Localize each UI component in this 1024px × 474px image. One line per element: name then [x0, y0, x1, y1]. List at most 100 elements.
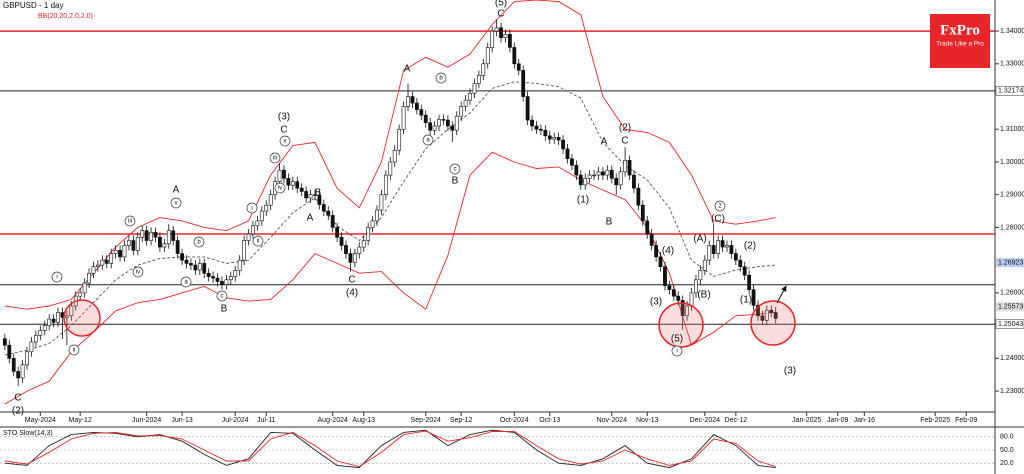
candle-body: [627, 160, 632, 176]
x-tick-label: Dec-12: [725, 417, 748, 424]
candle-body: [614, 178, 619, 186]
candle-body: [605, 169, 610, 176]
x-tick-label: Jan-2025: [792, 417, 821, 424]
candle-body: [450, 125, 455, 131]
candle-body: [685, 305, 690, 317]
candle-body: [441, 119, 446, 121]
wave-circle: [216, 290, 228, 302]
wave-label: (4): [662, 246, 674, 257]
candle-body: [220, 281, 224, 286]
candle-body: [38, 330, 43, 336]
candle-body: [104, 259, 109, 264]
overlay: (2)CiiiiiiivvAabcBiiiiiiivv(3)CBAC(4)Aba…: [12, 0, 796, 417]
wave-label: B: [315, 188, 322, 199]
wave-label: c: [221, 294, 224, 300]
wave-label: iv: [136, 270, 140, 276]
wave-label: (3): [784, 366, 796, 377]
candle-body: [282, 169, 286, 179]
candle-body: [383, 174, 388, 196]
wave-label: C: [280, 125, 287, 136]
candle-body: [472, 83, 477, 94]
candle-body: [583, 178, 588, 186]
candle-body: [348, 253, 353, 263]
x-tick-label: May-12: [69, 417, 92, 424]
candle-body: [499, 27, 503, 38]
x-tick-label: Feb-09: [955, 417, 977, 424]
candle-body: [459, 106, 464, 117]
x-tick-label: Jul-2024: [222, 417, 249, 424]
candle-body: [423, 114, 428, 124]
candle-body: [503, 34, 508, 38]
x-tick-label: Aug-13: [352, 417, 375, 424]
candle-body: [264, 204, 269, 212]
candle-body: [268, 194, 273, 206]
price-marker: [996, 302, 1024, 312]
candle-body: [370, 220, 375, 228]
candle-body: [481, 63, 486, 76]
wave-label: iii: [128, 219, 132, 225]
y-tick-label: 1.26000: [1000, 290, 1024, 297]
candle-body: [109, 253, 114, 264]
y-tick-label: 1.30000: [1000, 159, 1024, 166]
candle-body: [689, 292, 694, 307]
candle-body: [645, 220, 650, 235]
candle-body: [64, 315, 69, 318]
wave-label: (B): [697, 290, 710, 301]
wave-label: c: [454, 167, 457, 173]
candle-body: [308, 194, 313, 199]
candle-body: [494, 27, 499, 32]
candle-body: [82, 282, 87, 294]
candle-body: [78, 292, 83, 297]
wave-label: C: [14, 393, 21, 404]
candle-body: [277, 169, 282, 182]
projection-arrow: [776, 285, 787, 304]
y-tick-label: 50.0: [1000, 447, 1014, 454]
wave-label: B: [221, 304, 228, 315]
candle-body: [175, 240, 180, 254]
candle-body: [11, 358, 16, 372]
candle-body: [742, 266, 747, 276]
price-marker: [996, 258, 1024, 268]
x-tick-label: Sep-12: [450, 417, 473, 424]
candle-body: [113, 250, 118, 254]
x-tick-label: Jul-11: [257, 417, 276, 424]
candle-body: [547, 135, 552, 140]
wave-label: iv: [278, 186, 282, 192]
wave-label: B: [606, 217, 613, 228]
candle-body: [508, 34, 512, 48]
candle-body: [344, 245, 348, 254]
highlight-circle: [63, 299, 101, 337]
wave-circle: [422, 134, 434, 146]
candle-body: [259, 210, 264, 222]
wave-circle: [132, 266, 144, 278]
bollinger-upper: [4, 0, 776, 310]
candle-body: [587, 174, 592, 179]
candle-body: [716, 240, 721, 254]
candle-body: [534, 125, 539, 130]
candle-body: [251, 225, 255, 235]
candle-body: [565, 148, 570, 160]
candle-body: [335, 227, 340, 238]
candle-body: [47, 318, 52, 326]
logo-tagline: Trade Like a Pro: [936, 41, 984, 48]
candle-body: [379, 194, 384, 211]
candle-body: [91, 266, 96, 274]
wave-label: i: [676, 349, 677, 355]
stochastic-line: [4, 430, 776, 468]
bollinger-middle: [4, 81, 776, 356]
candle-body: [525, 96, 530, 121]
candle-body: [286, 178, 291, 186]
candle-body: [552, 137, 557, 140]
candle-body: [432, 125, 437, 131]
candle-body: [676, 295, 681, 301]
wave-label: a: [184, 280, 188, 286]
chart-title: GBPUSD - 1 day: [3, 1, 63, 10]
candle-body: [618, 171, 623, 186]
indicator-title: STO Slow(14,3): [3, 430, 53, 437]
wave-label: i: [56, 275, 57, 281]
candle-body: [321, 204, 326, 212]
candle-body: [596, 171, 601, 176]
candle-body: [184, 259, 189, 264]
candle-body: [295, 181, 300, 189]
candle-body: [392, 149, 397, 163]
